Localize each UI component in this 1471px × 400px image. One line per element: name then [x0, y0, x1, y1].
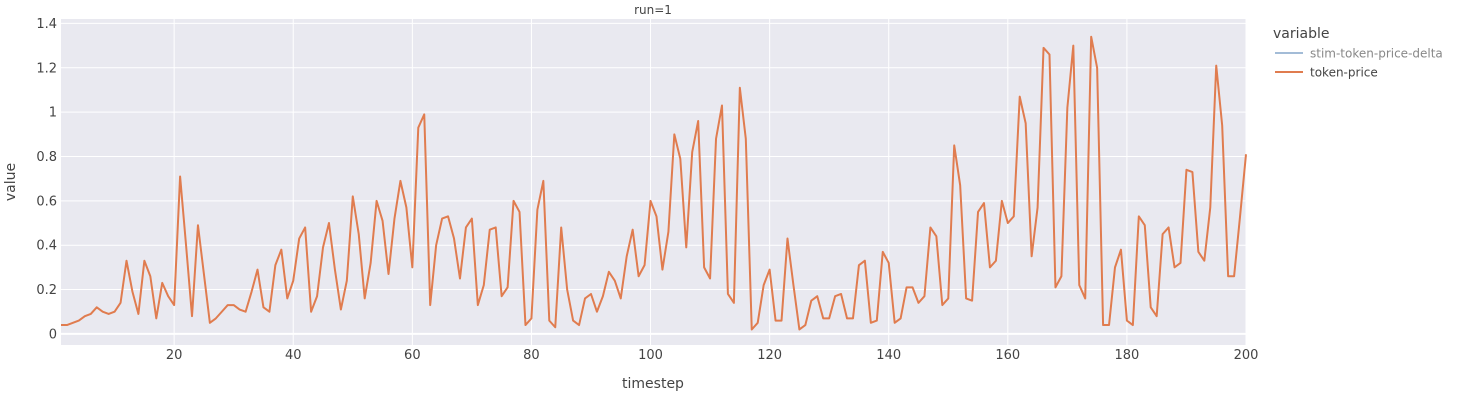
y-tick-label: 0.2 [36, 283, 57, 298]
x-tick-label: 80 [523, 348, 540, 363]
x-tick-label: 120 [757, 348, 782, 363]
x-tick-label: 20 [166, 348, 183, 363]
series-line-token-price [61, 35, 1247, 331]
y-tick-label: 0 [49, 327, 57, 342]
legend-item-stim-token-price-delta[interactable]: stim-token-price-delta [1275, 47, 1443, 61]
y-tick-label: 1 [49, 106, 57, 121]
y-tick-label: 1.2 [36, 61, 57, 76]
x-tick-label: 100 [638, 348, 663, 363]
y-axis-title: value [3, 163, 19, 201]
legend-label: token-price [1310, 66, 1378, 80]
grid-layer [61, 19, 1247, 345]
y-tick-label: 0.6 [36, 194, 57, 209]
x-tick-label: 140 [876, 348, 901, 363]
y-tick-label: 1.4 [36, 17, 57, 32]
x-tick-labels: 20 40 60 80 100 120 140 160 180 200 [166, 348, 1259, 363]
lines-layer [61, 35, 1247, 331]
legend-items: stim-token-price-delta token-price [1275, 47, 1443, 80]
x-tick-label: 40 [285, 348, 302, 363]
legend-title: variable [1273, 26, 1329, 42]
legend: variable stim-token-price-delta token-pri… [1273, 26, 1443, 80]
y-tick-labels: 0 0.2 0.4 0.6 0.8 1 1.2 1.4 [36, 17, 57, 342]
chart-title: run=1 [634, 3, 672, 17]
legend-label: stim-token-price-delta [1310, 47, 1443, 61]
x-axis-title: timestep [622, 376, 684, 392]
legend-item-token-price[interactable]: token-price [1275, 66, 1378, 80]
y-tick-label: 0.8 [36, 150, 57, 165]
plot-background [61, 19, 1246, 345]
x-tick-label: 60 [404, 348, 421, 363]
y-tick-label: 0.4 [36, 239, 57, 254]
x-tick-label: 200 [1234, 348, 1259, 363]
x-tick-label: 160 [995, 348, 1020, 363]
x-tick-label: 180 [1114, 348, 1139, 363]
